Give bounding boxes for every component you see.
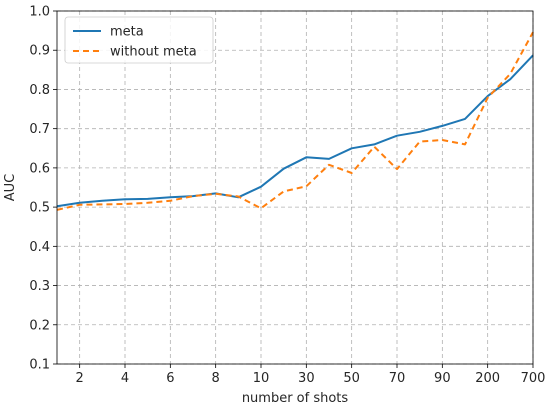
y-tick-label: 0.5 bbox=[29, 201, 50, 216]
series-line-without-meta bbox=[56, 31, 534, 211]
x-tick-label: 6 bbox=[166, 371, 174, 386]
x-tick-label: 70 bbox=[389, 371, 406, 386]
y-tick-label: 0.9 bbox=[29, 44, 50, 59]
y-tick-label: 0.1 bbox=[29, 358, 50, 373]
x-tick-label: 50 bbox=[343, 371, 360, 386]
legend-label-meta: meta bbox=[110, 25, 144, 40]
plot-frame bbox=[56, 10, 534, 365]
y-tick-label: 0.3 bbox=[29, 279, 50, 294]
x-tick-label: 4 bbox=[121, 371, 129, 386]
x-tick-label: 2 bbox=[76, 371, 84, 386]
x-tick-label: 10 bbox=[253, 371, 270, 386]
axis-ticks: 2 4 6 8 10 30 50 70 90 200 700 0.1 0.2 0.3 0.4 0.5 0.6 0.… bbox=[29, 5, 545, 387]
y-tick-label: 0.4 bbox=[29, 240, 50, 255]
y-tick-label: 0.6 bbox=[29, 161, 50, 176]
y-axis-label: AUC bbox=[3, 174, 18, 202]
legend: meta without meta bbox=[64, 16, 214, 64]
x-tick-label: 30 bbox=[298, 371, 315, 386]
x-tick-label: 8 bbox=[212, 371, 220, 386]
x-tick-label: 200 bbox=[475, 371, 500, 386]
series-line-meta bbox=[56, 54, 534, 208]
x-tick-label: 90 bbox=[434, 371, 451, 386]
y-tick-label: 0.2 bbox=[29, 318, 50, 333]
y-tick-label: 1.0 bbox=[29, 5, 50, 20]
y-tick-label: 0.8 bbox=[29, 83, 50, 98]
legend-box bbox=[64, 16, 214, 64]
y-tick-label: 0.7 bbox=[29, 122, 50, 137]
legend-label-without-meta: without meta bbox=[110, 45, 197, 60]
x-axis-label: number of shots bbox=[242, 391, 349, 406]
x-tick-label: 700 bbox=[521, 371, 546, 386]
series-lines bbox=[56, 31, 534, 211]
